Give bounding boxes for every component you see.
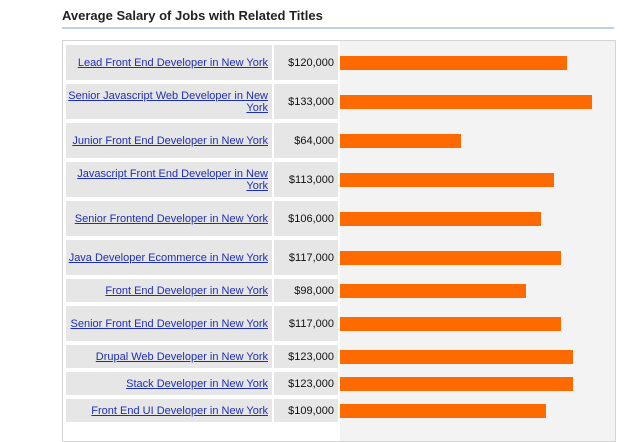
table-row: Senior Front End Developer in New York $1… xyxy=(63,306,340,341)
salary-cell: $106,000 xyxy=(274,201,338,236)
salary-cell: $113,000 xyxy=(274,162,338,197)
job-title-cell: Front End Developer in New York xyxy=(66,279,272,302)
title-divider xyxy=(62,27,614,29)
salary-value: $98,000 xyxy=(294,284,334,297)
salary-cell: $117,000 xyxy=(274,240,338,275)
table-row: Javascript Front End Developer in New Yo… xyxy=(63,162,340,197)
job-title-cell: Drupal Web Developer in New York xyxy=(66,345,272,368)
salary-bar xyxy=(340,404,546,418)
job-title-link[interactable]: Junior Front End Developer in New York xyxy=(72,134,268,147)
salary-bar xyxy=(340,284,526,298)
job-title-link[interactable]: Senior Frontend Developer in New York xyxy=(74,212,268,225)
table-row: Drupal Web Developer in New York $123,000 xyxy=(63,345,340,368)
job-title-cell: Senior Front End Developer in New York xyxy=(66,306,272,341)
salary-bar xyxy=(340,56,567,70)
salary-value: $106,000 xyxy=(288,212,334,225)
salary-cell: $133,000 xyxy=(274,84,338,119)
job-title-link[interactable]: Stack Developer in New York xyxy=(126,377,268,390)
salary-value: $64,000 xyxy=(294,134,334,147)
table-row: Front End Developer in New York $98,000 xyxy=(63,279,340,302)
job-title-cell: Java Developer Ecommerce in New York xyxy=(66,240,272,275)
job-title-link[interactable]: Senior Front End Developer in New York xyxy=(70,317,269,330)
salary-cell: $109,000 xyxy=(274,399,338,422)
salary-cell: $123,000 xyxy=(274,345,338,368)
table-row: Senior Frontend Developer in New York $10… xyxy=(63,201,340,236)
salary-cell: $98,000 xyxy=(274,279,338,302)
salary-cell: $117,000 xyxy=(274,306,338,341)
job-title-link[interactable]: Front End UI Developer in New York xyxy=(91,404,268,417)
table-row: Junior Front End Developer in New York $6… xyxy=(63,123,340,158)
salary-bar xyxy=(340,317,561,331)
job-title-cell: Stack Developer in New York xyxy=(66,372,272,395)
salary-cell: $123,000 xyxy=(274,372,338,395)
salary-bar xyxy=(340,212,541,226)
job-title-link[interactable]: Senior Javascript Web Developer in New Y… xyxy=(68,89,268,114)
job-title-cell: Front End UI Developer in New York xyxy=(66,399,272,422)
salary-value: $113,000 xyxy=(288,173,334,186)
salary-bar xyxy=(340,95,592,109)
salary-value: $123,000 xyxy=(288,350,334,363)
table-row: Java Developer Ecommerce in New York $117… xyxy=(63,240,340,275)
job-title-link[interactable]: Lead Front End Developer in New York xyxy=(77,56,268,69)
salary-bar xyxy=(340,173,554,187)
table-row: Front End UI Developer in New York $109,0… xyxy=(63,399,340,422)
salary-value: $133,000 xyxy=(288,95,334,108)
job-title-cell: Lead Front End Developer in New York xyxy=(66,45,272,80)
job-title-cell: Senior Frontend Developer in New York xyxy=(66,201,272,236)
salary-bar xyxy=(340,251,561,265)
job-title-link[interactable]: Front End Developer in New York xyxy=(105,284,268,297)
job-title-cell: Javascript Front End Developer in New Yo… xyxy=(66,162,272,197)
salary-bar xyxy=(340,134,461,148)
salary-value: $109,000 xyxy=(288,404,334,417)
job-title-cell: Junior Front End Developer in New York xyxy=(66,123,272,158)
salary-value: $117,000 xyxy=(288,317,334,330)
job-title-link[interactable]: Javascript Front End Developer in New Yo… xyxy=(77,167,268,192)
salary-chart-panel: Lead Front End Developer in New York $120… xyxy=(62,40,616,442)
salary-value: $117,000 xyxy=(288,251,334,264)
table-row: Stack Developer in New York $123,000 xyxy=(63,372,340,395)
salary-value: $120,000 xyxy=(288,56,334,69)
salary-cell: $64,000 xyxy=(274,123,338,158)
table-row: Senior Javascript Web Developer in New Y… xyxy=(63,84,340,119)
salary-value: $123,000 xyxy=(288,377,334,390)
chart-title: Average Salary of Jobs with Related Titl… xyxy=(62,8,323,23)
job-title-link[interactable]: Drupal Web Developer in New York xyxy=(95,350,268,363)
salary-bar xyxy=(340,350,573,364)
job-title-cell: Senior Javascript Web Developer in New Y… xyxy=(66,84,272,119)
salary-bar xyxy=(340,377,573,391)
job-title-link[interactable]: Java Developer Ecommerce in New York xyxy=(68,251,268,264)
table-row: Lead Front End Developer in New York $120… xyxy=(63,45,340,80)
salary-cell: $120,000 xyxy=(274,45,338,80)
